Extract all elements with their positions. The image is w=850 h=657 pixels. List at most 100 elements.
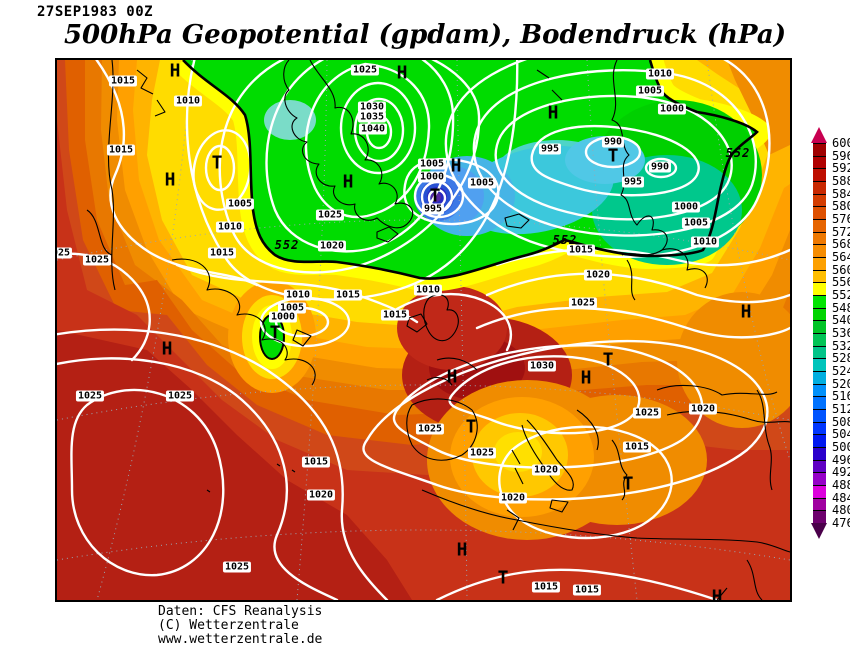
isobar-label: 995 [621,176,645,188]
colorbar-tick-label: 488 [832,478,850,493]
isobar-label: 1005 [225,198,255,210]
low-center-letter: T [465,416,477,438]
isobar-label: 990 [601,136,625,148]
colorbar-tick-label: 564 [832,250,850,265]
colorbar-tick-label: 548 [832,300,850,315]
isobar-label: 1025 [57,247,73,259]
contour-552-label: 552 [552,233,578,247]
colorbar-tick-label: 520 [832,376,850,391]
isobar-label: 1005 [277,302,307,314]
colorbar-segment [813,510,826,525]
isobar-label: 1025 [82,254,112,266]
colorbar-tick-label: 516 [832,389,850,404]
colorbar-tick-label: 576 [832,212,850,227]
credits: Daten: CFS Reanalysis (C) Wetterzentrale… [158,605,322,647]
isobar-label: 1015 [566,244,596,256]
low-center-letter: T [497,567,509,589]
isobar-label: 1030 [527,360,557,372]
isobar-label: 1015 [380,309,410,321]
colorbar-segment [813,345,826,360]
colorbar-tick-label: 476 [832,516,850,531]
isobar-label: 1025 [315,209,345,221]
colorbar-tick-label: 540 [832,313,850,328]
colorbar-segment [813,168,826,182]
colorbar-tick-label: 580 [832,199,850,214]
colorbar-tick-label: 572 [832,224,850,239]
colorbar-segment [813,421,826,436]
isobar-label: 1010 [215,221,245,233]
colorbar-arrow-top [811,127,827,143]
colorbar-tick-label: 504 [832,427,850,442]
isobar-label: 1040 [358,123,388,135]
isobar-label: 1005 [635,85,665,97]
colorbar-tick-label: 496 [832,452,850,467]
run-datetime: 27SEP1983 00Z [37,4,154,20]
colorbar-tick-label: 584 [832,186,850,201]
colorbar-segment [813,269,826,284]
colorbar-tick-label: 596 [832,148,850,163]
colorbar-segment [813,459,826,474]
high-center-letter: H [450,155,462,177]
high-center-letter: H [169,60,181,82]
colorbar-tick-label: 592 [832,161,850,176]
colorbar-tick-label: 556 [832,275,850,290]
isobar-label: 1005 [681,217,711,229]
isobar-label: 1020 [306,489,336,501]
colorbar-segment [813,485,826,499]
isobar-label: 1015 [333,289,363,301]
colorbar-segment [813,358,826,373]
credits-copyright: (C) Wetterzentrale [158,618,299,633]
colorbar-tick-label: 524 [832,364,850,379]
colorbar-tick-label: 508 [832,414,850,429]
colorbar-tick-label: 500 [832,440,850,455]
high-center-letter: H [456,539,468,561]
colorbar-segment [813,206,826,220]
isobar-label: 1015 [108,75,138,87]
high-center-letter: H [396,62,408,84]
isobar-label: 1000 [417,171,447,183]
map-graphic [57,60,790,600]
isobar-label: 1005 [417,158,447,170]
contour-552-label: 552 [274,238,300,252]
colorbar-segment [813,396,826,411]
colorbar-segment [813,497,826,512]
high-center-letter: H [580,367,592,389]
low-center-letter: T [602,349,614,371]
isobar-label: 1025 [165,390,195,402]
colorbar-segment [813,257,826,271]
colorbar-segment [813,231,826,246]
isobar-label: 990 [648,161,672,173]
contour-552-label: 552 [725,146,751,160]
colorbar-tick-label: 568 [832,237,850,252]
colorbar-segment [813,181,826,195]
colorbar-tick-label: 588 [832,174,850,188]
isobar-label: 1025 [350,64,380,76]
isobar-label: 1015 [106,144,136,156]
isobar-label: 1010 [173,95,203,107]
isobar-label: 1025 [415,423,445,435]
isobar-label: 1025 [632,407,662,419]
page-title: 500hPa Geopotential (gpdam), Bodendruck … [63,20,787,50]
colorbar-segment [813,282,826,297]
colorbar-segment [813,409,826,423]
isobar-label: 1000 [671,201,701,213]
isobar-label: 1015 [207,247,237,259]
colorbar-segment [813,143,826,157]
colorbar-tick-label: 480 [832,503,850,518]
weather-map: 1015 1025 1010 1030 1035 1040 1015 1005 1025 1010… [55,58,792,602]
high-center-letter: H [161,338,173,360]
isobar-label: 1005 [467,177,497,189]
colorbar-tick-label: 484 [832,490,850,505]
high-center-letter: H [711,586,723,602]
colorbar-tick-label: 552 [832,288,850,303]
colorbar-tick-label: 532 [832,338,850,353]
colorbar-arrow-bottom [811,523,827,540]
colorbar-tick-label: 492 [832,465,850,480]
colorbar-segment [813,295,826,309]
high-center-letter: H [342,171,354,193]
colorbar-segment [813,219,826,233]
isobar-label: 1020 [317,240,347,252]
colorbar-tick-label: 536 [832,326,850,341]
colorbar-segment [813,193,826,208]
